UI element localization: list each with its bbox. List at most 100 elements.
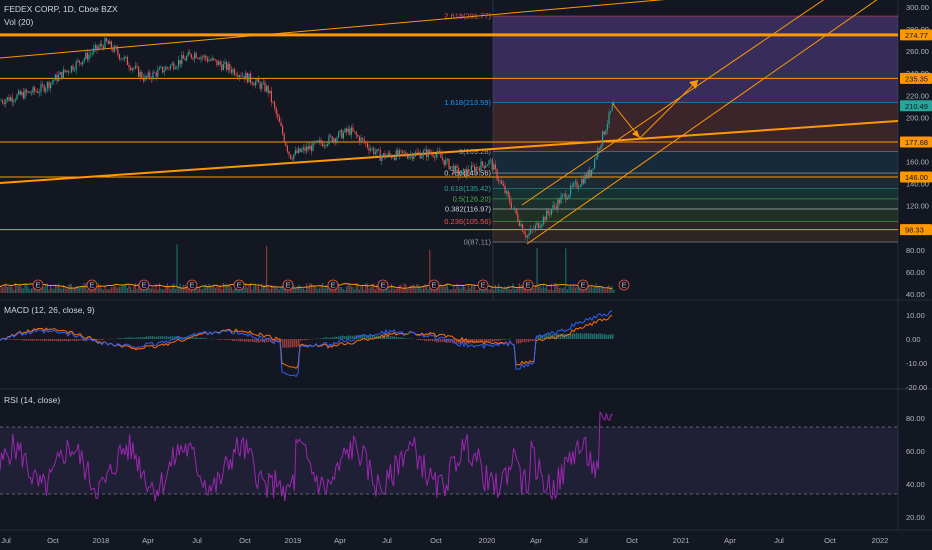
candle-body xyxy=(427,149,429,158)
candle-body xyxy=(464,168,466,177)
earnings-marker[interactable] xyxy=(577,279,589,291)
candle-body xyxy=(13,100,15,102)
candle-body xyxy=(280,122,282,127)
rsi-axis[interactable]: 80.00 60.00 40.00 20.00 xyxy=(906,414,925,522)
channel-lower-line[interactable] xyxy=(526,0,898,245)
volume-bar xyxy=(245,283,247,293)
candle-body xyxy=(184,58,186,61)
volume-legend[interactable]: Vol (20) xyxy=(4,17,34,27)
volume-bar xyxy=(579,289,581,293)
candle-body xyxy=(414,152,416,157)
earnings-marker[interactable] xyxy=(522,279,534,291)
rsi-line[interactable] xyxy=(0,410,613,502)
volume-bar xyxy=(301,288,303,293)
earnings-marker[interactable] xyxy=(282,279,294,291)
volume-bar xyxy=(53,288,55,293)
fib-level-label: 0.5(126.20) xyxy=(453,194,492,203)
earnings-marker-label: E xyxy=(431,281,436,290)
volume-bar xyxy=(109,289,111,293)
earnings-marker[interactable] xyxy=(327,279,339,291)
macd-histogram-bar xyxy=(256,339,258,343)
candle-body xyxy=(270,90,272,102)
volume-bar xyxy=(330,289,332,293)
price-tag xyxy=(900,224,932,236)
candle-body xyxy=(590,169,592,177)
macd-histogram-bar xyxy=(292,339,294,348)
rsi-legend[interactable]: RSI (14, close) xyxy=(4,395,61,405)
time-axis[interactable]: Jul Oct 2018 Apr Jul Oct 2019 Apr Jul Oct 2020 Apr J… xyxy=(1,536,888,545)
earnings-marker[interactable] xyxy=(86,279,98,291)
candle-body xyxy=(117,48,119,55)
volume-bar xyxy=(472,284,474,293)
candle-body xyxy=(586,174,588,179)
volume-bar xyxy=(99,285,101,293)
earnings-marker[interactable] xyxy=(32,279,44,291)
volume-bar xyxy=(411,285,413,293)
candle-body xyxy=(600,144,602,150)
volume-bar xyxy=(414,287,416,293)
candle-body xyxy=(14,99,16,101)
fib-zone xyxy=(493,221,898,242)
volume-bar xyxy=(314,285,316,293)
macd-histogram-bar xyxy=(562,333,564,339)
volume-bar xyxy=(394,289,396,293)
earnings-marker[interactable] xyxy=(428,279,440,291)
earnings-marker[interactable] xyxy=(377,279,389,291)
macd-histogram-bar xyxy=(126,337,128,339)
candle-body xyxy=(536,222,538,226)
volume-bar xyxy=(530,288,532,293)
macd-axis[interactable]: 10.00 0.00 -10.00 -20.00 xyxy=(906,311,927,392)
earnings-marker[interactable] xyxy=(186,279,198,291)
rsi-pane[interactable] xyxy=(0,410,613,502)
candle-body xyxy=(450,166,452,170)
macd-histogram-bar xyxy=(544,334,546,339)
candle-body xyxy=(549,213,551,215)
earnings-marker[interactable] xyxy=(618,279,630,291)
candle-body xyxy=(155,72,157,77)
candle-body xyxy=(19,90,21,95)
macd-histogram-bar xyxy=(432,339,434,342)
macd-legend[interactable]: MACD (12, 26, close, 9) xyxy=(4,305,95,315)
candle-body xyxy=(304,147,306,152)
fibonacci-extension[interactable]: 2.618(291.77) 1.618(213.59) 1(169.28) 0.786… xyxy=(444,0,898,300)
volume-bar xyxy=(347,283,349,293)
earnings-marker[interactable] xyxy=(138,279,150,291)
volume-bar xyxy=(166,283,168,293)
earnings-marker[interactable] xyxy=(233,279,245,291)
candle-body xyxy=(443,159,445,166)
macd-pane[interactable] xyxy=(0,310,614,378)
candle-body xyxy=(562,194,564,197)
projection-arrows[interactable] xyxy=(611,79,699,139)
macd-histogram-bar xyxy=(580,333,582,339)
volume-bar xyxy=(488,289,490,293)
volume-bar xyxy=(544,287,546,293)
earnings-marker[interactable] xyxy=(477,279,489,291)
volume-bar xyxy=(42,287,44,293)
macd-histogram-bar xyxy=(288,339,290,348)
trend-lines[interactable] xyxy=(0,0,899,245)
volume-bar xyxy=(267,286,269,293)
volume-bar xyxy=(218,287,220,293)
price-axis[interactable]: 300.00280.00260.00240.00220.00200.00160.… xyxy=(906,3,929,299)
candle-body xyxy=(510,203,512,209)
candle-body xyxy=(222,63,224,70)
long-trend-line[interactable] xyxy=(0,0,750,59)
price-series[interactable] xyxy=(0,35,615,242)
volume-bar xyxy=(584,287,586,293)
macd-line[interactable] xyxy=(0,310,613,378)
volume-bar xyxy=(379,288,381,293)
candle-body xyxy=(200,56,202,60)
macd-histogram-bar xyxy=(490,339,492,342)
channel-upper-line[interactable] xyxy=(521,0,860,206)
volume-bar xyxy=(371,284,373,293)
breakout-arrow[interactable] xyxy=(639,79,699,139)
rising-support-line[interactable] xyxy=(0,120,899,184)
candle-body xyxy=(544,216,546,221)
symbol-legend[interactable]: FEDEX CORP, 1D, Cboe BZX xyxy=(4,4,118,14)
macd-histogram-bar xyxy=(160,336,162,339)
candle-body xyxy=(421,155,423,159)
volume-bar xyxy=(587,285,589,293)
macd-histogram-bar xyxy=(74,339,76,342)
